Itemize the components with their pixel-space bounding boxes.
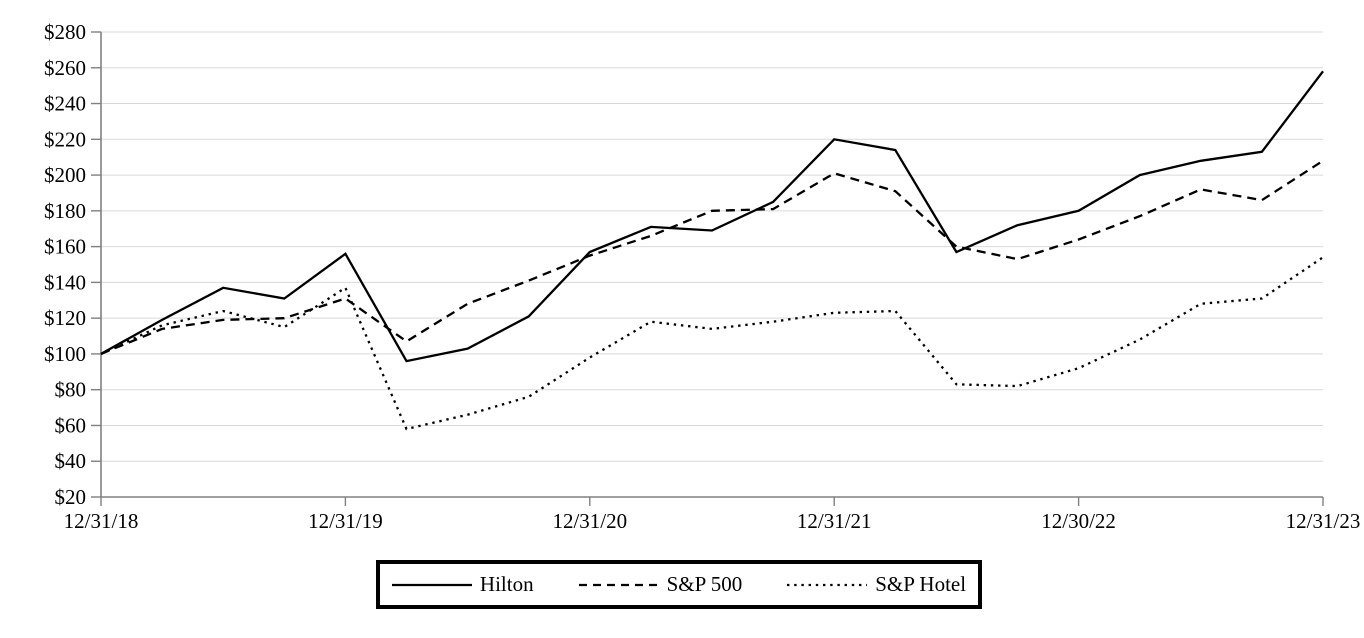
legend-label-sp500: S&P 500 bbox=[666, 572, 743, 596]
dotted-line-swatch bbox=[787, 583, 868, 586]
y-axis-label: $180 bbox=[44, 199, 86, 223]
series-line-hilton bbox=[100, 70, 1324, 363]
y-axis-label: $240 bbox=[44, 92, 86, 116]
solid-line-swatch bbox=[391, 583, 472, 586]
y-axis-label: $140 bbox=[44, 270, 86, 294]
y-axis-label: $260 bbox=[44, 56, 86, 80]
dashed-line-swatch bbox=[578, 583, 659, 586]
legend-item-sp500: S&P 500 bbox=[578, 572, 743, 597]
y-axis-label: $100 bbox=[44, 342, 86, 366]
performance-chart: $20 $40 $60 $80 $100 $120 $140 $160 $180 $200 $220… bbox=[44, 20, 1361, 533]
x-axis-label: 12/31/19 bbox=[308, 509, 383, 533]
y-axis-label: $200 bbox=[44, 163, 86, 187]
x-axis-label: 12/30/22 bbox=[1041, 509, 1116, 533]
y-axis-label: $120 bbox=[44, 306, 86, 330]
y-axis-label: $60 bbox=[55, 413, 87, 437]
y-axis-label: $80 bbox=[55, 378, 87, 402]
series-line-s-p-hotel bbox=[100, 256, 1324, 431]
y-axis-label: $40 bbox=[55, 449, 87, 473]
x-axis-label: 12/31/21 bbox=[797, 509, 872, 533]
legend-item-hilton: Hilton bbox=[391, 572, 534, 597]
x-axis-label: 12/31/23 bbox=[1286, 509, 1361, 533]
legend: Hilton S&P 500 S&P Hotel bbox=[376, 560, 982, 609]
y-axis-label: $160 bbox=[44, 235, 86, 259]
x-axis-label: 12/31/18 bbox=[64, 509, 139, 533]
series-line-s-p-500 bbox=[100, 159, 1324, 355]
y-axis-label: $280 bbox=[44, 20, 86, 44]
y-axis-label: $20 bbox=[55, 485, 87, 509]
y-axis-label: $220 bbox=[44, 127, 86, 151]
legend-label-sphotel: S&P Hotel bbox=[875, 572, 967, 596]
x-axis-label: 12/31/20 bbox=[552, 509, 627, 533]
legend-item-sphotel: S&P Hotel bbox=[787, 572, 966, 597]
legend-label-hilton: Hilton bbox=[479, 572, 534, 596]
